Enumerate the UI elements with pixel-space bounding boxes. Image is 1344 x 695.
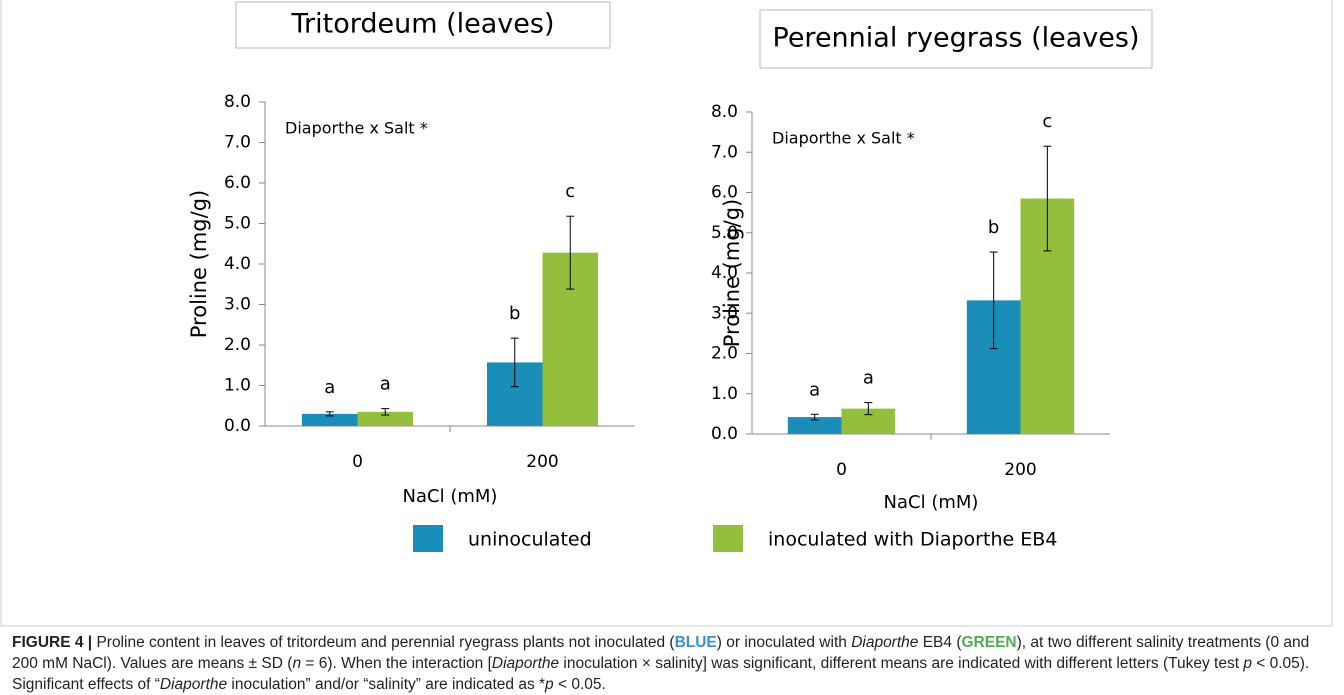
x-tick-label: 200 <box>1004 460 1036 480</box>
y-tick-label: 4.0 <box>711 263 738 283</box>
bar <box>302 413 358 426</box>
x-axis-label: NaCl (mM) <box>403 486 498 507</box>
caption-text: p <box>545 676 554 693</box>
y-tick-label: 5.0 <box>711 223 738 243</box>
caption-text: ), at two different salinity treatments … <box>12 634 1310 672</box>
caption-text: = 6). When the interaction [ <box>301 655 492 672</box>
x-tick-label: 200 <box>526 452 558 472</box>
significance-letter: a <box>809 379 820 400</box>
caption-text: n <box>292 655 302 672</box>
y-tick-label: 7.0 <box>711 142 738 162</box>
caption-text: < 0.05. <box>553 676 606 693</box>
annotation: Diaporthe x Salt * <box>772 129 915 148</box>
chart-title: Perennial ryegrass (leaves) <box>773 23 1140 54</box>
x-tick-label: 0 <box>836 460 847 480</box>
caption-text: FIGURE 4 | <box>12 634 97 651</box>
legend-swatch <box>713 525 743 552</box>
significance-letter: c <box>565 181 575 202</box>
caption-text: Diaporthe <box>851 634 919 651</box>
y-tick-label: 2.0 <box>224 335 251 355</box>
significance-letter: a <box>863 368 874 389</box>
annotation: Diaporthe x Salt * <box>285 119 428 138</box>
y-tick-label: 8.0 <box>711 102 738 122</box>
significance-letter: c <box>1042 111 1052 132</box>
significance-letter: b <box>988 217 999 238</box>
caption: FIGURE 4 | Proline content in leaves of … <box>12 632 1334 695</box>
y-axis-label: Proline (mg/g) <box>720 199 744 347</box>
title-box <box>759 9 1153 69</box>
y-tick-label: 3.0 <box>711 303 738 323</box>
caption-text: ) or inoculated with <box>716 634 852 651</box>
caption-text: p <box>1243 655 1252 672</box>
caption-text: Proline content in leaves of tritordeum … <box>96 634 675 651</box>
y-tick-label: 6.0 <box>711 183 738 203</box>
caption-text: BLUE <box>674 634 717 651</box>
y-tick-label: 8.0 <box>224 92 251 112</box>
caption-text: < 0.05). Significant effects of “ <box>12 655 1310 693</box>
caption-text: Diaporthe <box>159 676 228 693</box>
y-tick-label: 5.0 <box>224 214 251 234</box>
y-tick-label: 0.0 <box>224 416 251 436</box>
significance-letter: b <box>509 303 520 324</box>
figure: Tritordeum (leaves) Diaporthe x Salt * Pro… <box>0 0 1333 627</box>
caption-text: inoculation” and/or “salinity” are indic… <box>227 676 546 693</box>
legend-label: inoculated with Diaporthe EB4 <box>768 529 1057 551</box>
y-tick-label: 1.0 <box>711 384 738 404</box>
y-tick-label: 0.0 <box>711 424 738 444</box>
y-tick-label: 1.0 <box>224 376 251 396</box>
legend-swatch <box>413 525 443 552</box>
y-tick-label: 7.0 <box>224 133 251 153</box>
legend-label: uninoculated <box>468 529 592 551</box>
y-tick-label: 4.0 <box>224 254 251 274</box>
x-tick-label: 0 <box>352 452 363 472</box>
bar <box>787 417 842 434</box>
title-box <box>235 1 611 49</box>
y-axis-label: Proline (mg/g) <box>187 190 211 338</box>
bar <box>357 411 413 426</box>
y-tick-label: 2.0 <box>711 344 738 364</box>
y-tick-label: 3.0 <box>224 295 251 315</box>
caption-text: GREEN <box>961 634 1017 651</box>
y-tick-label: 6.0 <box>224 173 251 193</box>
caption-text: Diaporthe <box>491 655 560 672</box>
x-axis-label: NaCl (mM) <box>884 492 979 513</box>
figure-border <box>0 0 1333 627</box>
chart-title: Tritordeum (leaves) <box>291 9 555 40</box>
significance-letter: a <box>324 377 335 398</box>
significance-letter: a <box>380 374 391 395</box>
caption-text: inoculation × salinity] was significant,… <box>559 655 1244 672</box>
caption-text: EB4 ( <box>918 634 962 651</box>
